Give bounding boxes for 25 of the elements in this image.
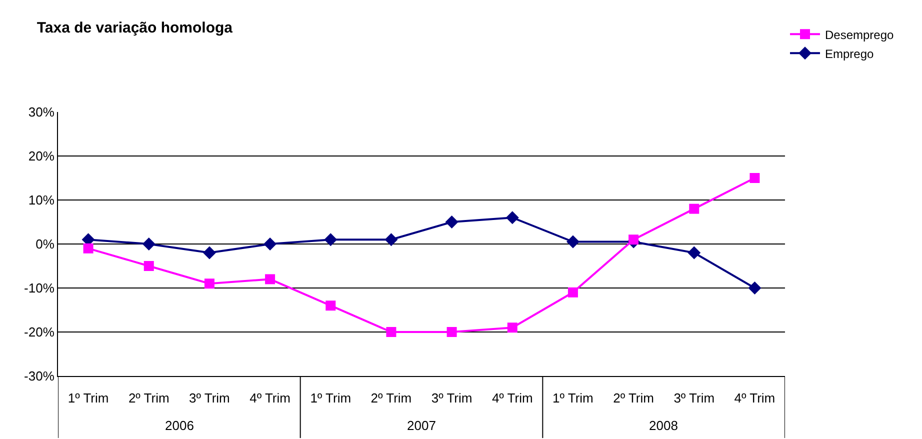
x-tick-label: 4º Trim [734,390,776,406]
chart-title: Taxa de variação homologa [36,19,234,36]
x-tick-label: 1º Trim [310,390,352,406]
x-tick-label: 2º Trim [370,390,412,406]
x-tick-label: 3º Trim [189,390,230,406]
y-tick-label: -20% [24,324,55,340]
text: 2006 [165,418,194,433]
y-tick-label: 20% [28,148,55,164]
y-tick-label: -10% [24,280,55,296]
x-tick-label: 4º Trim [250,390,290,406]
y-tick-label: 30% [28,104,55,120]
x-tick-label: 1º Trim [552,390,594,406]
x-tick-label: 3º Trim [674,390,715,406]
x-tick-label: 4º Trim [492,390,533,406]
x-tick-label: 1º Trim [68,390,109,406]
y-tick-label: -30% [24,368,55,384]
y-tick-label: 0% [36,236,55,252]
legend-label: Desemprego [825,28,894,42]
text: 2008 [649,418,678,433]
legend-label: Emprego [825,46,874,61]
text: 2007 [407,418,436,433]
x-tick-label: 2º Trim [613,390,654,406]
y-tick-label: 10% [28,192,55,208]
x-tick-label: 3º Trim [431,390,472,406]
x-tick-label: 2º Trim [128,390,170,406]
